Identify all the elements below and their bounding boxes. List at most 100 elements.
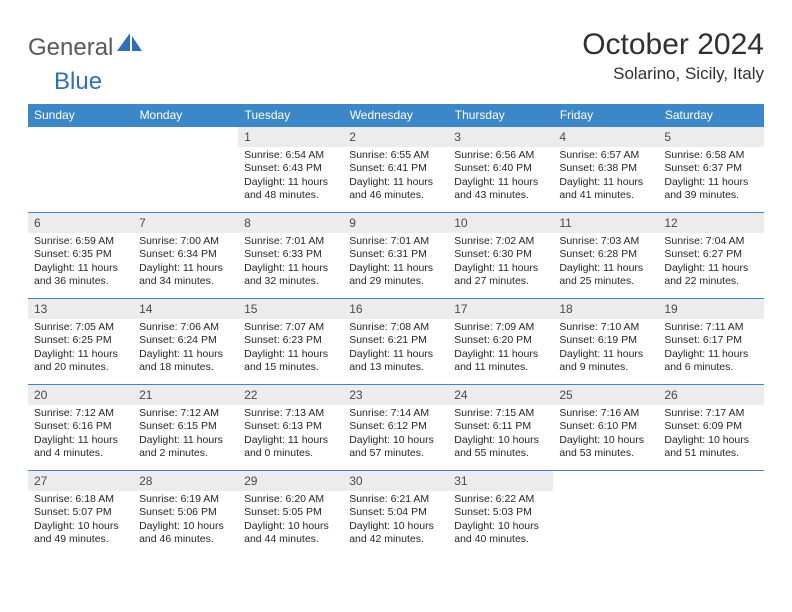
day-events: Sunrise: 7:08 AMSunset: 6:21 PMDaylight:… [343,319,448,379]
sunset-text: Sunset: 6:35 PM [34,248,127,261]
sunset-text: Sunset: 6:33 PM [244,248,337,261]
sunrise-text: Sunrise: 7:01 AM [244,235,337,248]
day-events: Sunrise: 7:01 AMSunset: 6:33 PMDaylight:… [238,233,343,293]
sunset-text: Sunset: 6:41 PM [349,162,442,175]
day-header: Sunday [28,104,133,127]
daylight-text: Daylight: 10 hours and 46 minutes. [139,520,232,547]
daylight-text: Daylight: 10 hours and 57 minutes. [349,434,442,461]
day-cell [28,127,133,213]
day-cell: 26Sunrise: 7:17 AMSunset: 6:09 PMDayligh… [658,385,763,471]
day-number: 18 [553,299,658,319]
day-number: 15 [238,299,343,319]
day-number: 31 [448,471,553,491]
sunset-text: Sunset: 6:38 PM [559,162,652,175]
day-number: 29 [238,471,343,491]
day-cell: 2Sunrise: 6:55 AMSunset: 6:41 PMDaylight… [343,127,448,213]
daylight-text: Daylight: 11 hours and 18 minutes. [139,348,232,375]
day-cell: 29Sunrise: 6:20 AMSunset: 5:05 PMDayligh… [238,471,343,557]
day-cell: 5Sunrise: 6:58 AMSunset: 6:37 PMDaylight… [658,127,763,213]
daylight-text: Daylight: 11 hours and 11 minutes. [454,348,547,375]
day-cell: 24Sunrise: 7:15 AMSunset: 6:11 PMDayligh… [448,385,553,471]
day-number: 24 [448,385,553,405]
day-events: Sunrise: 6:20 AMSunset: 5:05 PMDaylight:… [238,491,343,551]
daylight-text: Daylight: 11 hours and 32 minutes. [244,262,337,289]
day-cell: 6Sunrise: 6:59 AMSunset: 6:35 PMDaylight… [28,213,133,299]
sunset-text: Sunset: 5:03 PM [454,506,547,519]
location: Solarino, Sicily, Italy [582,64,764,84]
daylight-text: Daylight: 10 hours and 51 minutes. [664,434,757,461]
day-header: Tuesday [238,104,343,127]
calendar-page: General October 2024 Solarino, Sicily, I… [0,0,792,557]
day-number: 14 [133,299,238,319]
sunset-text: Sunset: 6:16 PM [34,420,127,433]
day-number: 2 [343,127,448,147]
sunrise-text: Sunrise: 6:20 AM [244,493,337,506]
sunset-text: Sunset: 6:20 PM [454,334,547,347]
day-events: Sunrise: 7:05 AMSunset: 6:25 PMDaylight:… [28,319,133,379]
daylight-text: Daylight: 11 hours and 29 minutes. [349,262,442,289]
day-events: Sunrise: 6:56 AMSunset: 6:40 PMDaylight:… [448,147,553,207]
sunrise-text: Sunrise: 7:01 AM [349,235,442,248]
day-number: 4 [553,127,658,147]
daylight-text: Daylight: 11 hours and 43 minutes. [454,176,547,203]
day-number [133,127,238,147]
day-cell: 22Sunrise: 7:13 AMSunset: 6:13 PMDayligh… [238,385,343,471]
day-number [658,471,763,491]
sunset-text: Sunset: 6:30 PM [454,248,547,261]
sunrise-text: Sunrise: 7:06 AM [139,321,232,334]
day-cell: 21Sunrise: 7:12 AMSunset: 6:15 PMDayligh… [133,385,238,471]
day-number: 27 [28,471,133,491]
week-row: 27Sunrise: 6:18 AMSunset: 5:07 PMDayligh… [28,471,764,557]
day-cell: 25Sunrise: 7:16 AMSunset: 6:10 PMDayligh… [553,385,658,471]
day-cell: 3Sunrise: 6:56 AMSunset: 6:40 PMDaylight… [448,127,553,213]
day-events: Sunrise: 6:59 AMSunset: 6:35 PMDaylight:… [28,233,133,293]
day-number: 1 [238,127,343,147]
week-row: 20Sunrise: 7:12 AMSunset: 6:16 PMDayligh… [28,385,764,471]
day-events: Sunrise: 7:10 AMSunset: 6:19 PMDaylight:… [553,319,658,379]
sunrise-text: Sunrise: 7:07 AM [244,321,337,334]
daylight-text: Daylight: 11 hours and 13 minutes. [349,348,442,375]
daylight-text: Daylight: 11 hours and 6 minutes. [664,348,757,375]
sunrise-text: Sunrise: 7:10 AM [559,321,652,334]
day-number: 17 [448,299,553,319]
sunrise-text: Sunrise: 6:21 AM [349,493,442,506]
sunrise-text: Sunrise: 7:09 AM [454,321,547,334]
sunrise-text: Sunrise: 6:57 AM [559,149,652,162]
sunset-text: Sunset: 6:21 PM [349,334,442,347]
day-cell [658,471,763,557]
day-number: 19 [658,299,763,319]
day-events: Sunrise: 6:18 AMSunset: 5:07 PMDaylight:… [28,491,133,551]
day-events: Sunrise: 7:12 AMSunset: 6:16 PMDaylight:… [28,405,133,465]
sunrise-text: Sunrise: 7:05 AM [34,321,127,334]
day-header: Thursday [448,104,553,127]
sunrise-text: Sunrise: 7:02 AM [454,235,547,248]
daylight-text: Daylight: 11 hours and 0 minutes. [244,434,337,461]
day-cell: 20Sunrise: 7:12 AMSunset: 6:16 PMDayligh… [28,385,133,471]
day-number: 13 [28,299,133,319]
day-cell: 28Sunrise: 6:19 AMSunset: 5:06 PMDayligh… [133,471,238,557]
day-cell: 15Sunrise: 7:07 AMSunset: 6:23 PMDayligh… [238,299,343,385]
month-title: October 2024 [582,28,764,62]
day-events: Sunrise: 6:55 AMSunset: 6:41 PMDaylight:… [343,147,448,207]
sunrise-text: Sunrise: 6:18 AM [34,493,127,506]
day-header: Wednesday [343,104,448,127]
sunset-text: Sunset: 6:34 PM [139,248,232,261]
day-cell: 31Sunrise: 6:22 AMSunset: 5:03 PMDayligh… [448,471,553,557]
day-events: Sunrise: 7:16 AMSunset: 6:10 PMDaylight:… [553,405,658,465]
sunrise-text: Sunrise: 7:03 AM [559,235,652,248]
day-cell: 18Sunrise: 7:10 AMSunset: 6:19 PMDayligh… [553,299,658,385]
day-events: Sunrise: 7:13 AMSunset: 6:13 PMDaylight:… [238,405,343,465]
day-events: Sunrise: 7:14 AMSunset: 6:12 PMDaylight:… [343,405,448,465]
sunrise-text: Sunrise: 6:22 AM [454,493,547,506]
day-cell: 30Sunrise: 6:21 AMSunset: 5:04 PMDayligh… [343,471,448,557]
day-number: 8 [238,213,343,233]
day-events: Sunrise: 6:58 AMSunset: 6:37 PMDaylight:… [658,147,763,207]
sunset-text: Sunset: 6:31 PM [349,248,442,261]
day-number: 12 [658,213,763,233]
day-number: 23 [343,385,448,405]
day-cell: 23Sunrise: 7:14 AMSunset: 6:12 PMDayligh… [343,385,448,471]
day-events: Sunrise: 6:54 AMSunset: 6:43 PMDaylight:… [238,147,343,207]
day-number: 21 [133,385,238,405]
day-number: 7 [133,213,238,233]
sunrise-text: Sunrise: 6:55 AM [349,149,442,162]
